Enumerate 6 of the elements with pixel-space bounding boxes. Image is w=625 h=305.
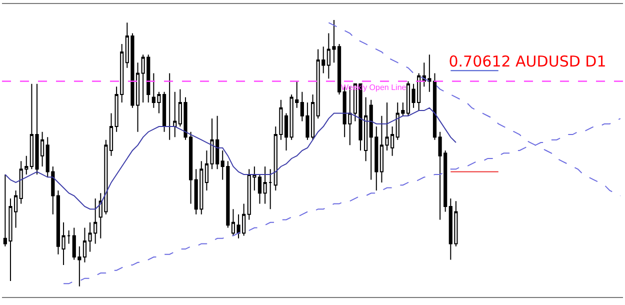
candlestick xyxy=(268,168,272,210)
candlestick xyxy=(67,230,71,244)
candlestick xyxy=(109,112,114,156)
text: 0.70612 AUDUSD D1 xyxy=(448,52,606,70)
candlestick xyxy=(173,91,177,138)
candlestick xyxy=(168,72,172,140)
